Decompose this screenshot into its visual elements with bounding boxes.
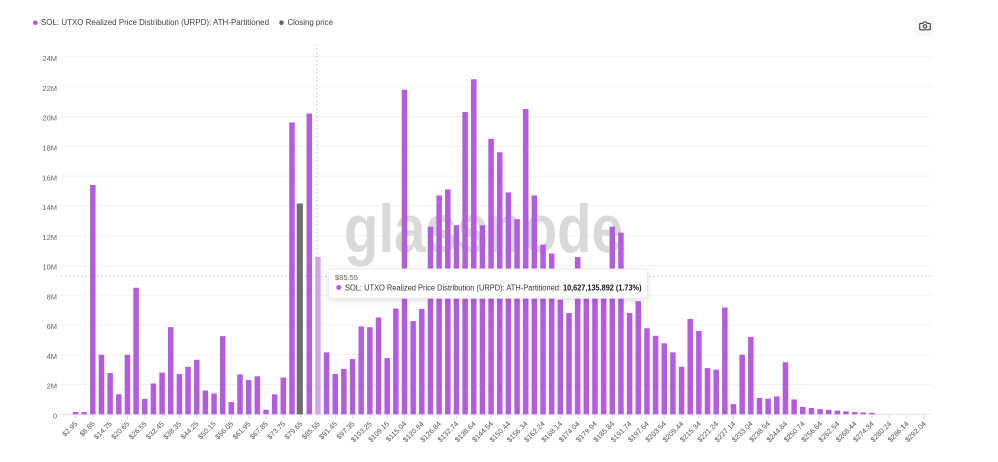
svg-text:14M: 14M [42,203,57,212]
svg-text:2M: 2M [47,382,57,391]
svg-text:10M: 10M [42,263,57,272]
svg-text:24M: 24M [42,54,57,63]
svg-text:8M: 8M [47,292,57,301]
svg-text:16M: 16M [42,173,57,182]
svg-text:18M: 18M [42,144,57,153]
svg-text:22M: 22M [42,84,57,93]
svg-text:20M: 20M [42,114,57,123]
svg-text:SOL: UTXO Realized Price Distr: SOL: UTXO Realized Price Distribution (U… [345,283,642,292]
svg-text:12M: 12M [42,233,57,242]
svg-text:Closing price: Closing price [288,18,334,27]
svg-text:0: 0 [53,412,57,421]
svg-text:SOL: UTXO Realized Price Distr: SOL: UTXO Realized Price Distribution (U… [41,18,269,27]
svg-text:6M: 6M [47,322,57,331]
svg-text:4M: 4M [47,352,57,361]
svg-text:$85.55: $85.55 [335,273,358,282]
